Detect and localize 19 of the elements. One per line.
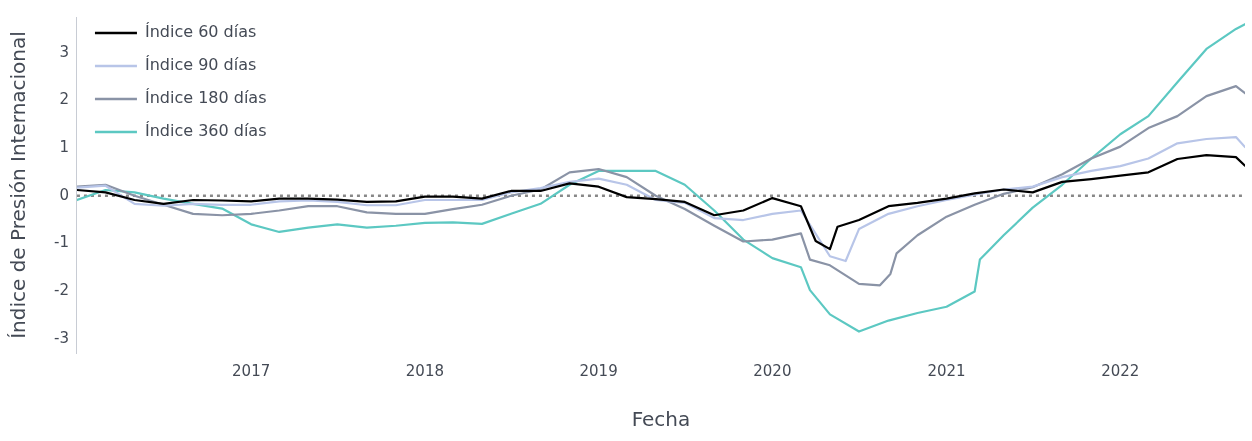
x-tick-label: 2021: [927, 361, 966, 380]
y-tick-label: 0: [59, 185, 69, 204]
legend-label: Índice 90 días: [144, 55, 257, 75]
y-tick-label: 1: [59, 137, 69, 156]
x-tick-label: 2019: [579, 361, 618, 380]
y-tick-label: 2: [59, 90, 69, 109]
legend-label: Índice 360 días: [144, 121, 267, 141]
y-tick-label: 3: [59, 42, 69, 61]
y-tick-label: -2: [53, 280, 69, 299]
x-tick-label: 2020: [753, 361, 792, 380]
x-tick-label: 2018: [405, 361, 444, 380]
x-tick-label: 2022: [1101, 361, 1140, 380]
y-axis-title: Índice de Presión Internacional: [6, 31, 31, 339]
x-tick-label: 2017: [232, 361, 271, 380]
legend-label: Índice 60 días: [144, 22, 257, 42]
x-axis-title: Fecha: [631, 407, 691, 432]
y-tick-label: -1: [53, 233, 69, 252]
legend-label: Índice 180 días: [144, 88, 267, 108]
y-tick-label: -3: [53, 328, 69, 347]
